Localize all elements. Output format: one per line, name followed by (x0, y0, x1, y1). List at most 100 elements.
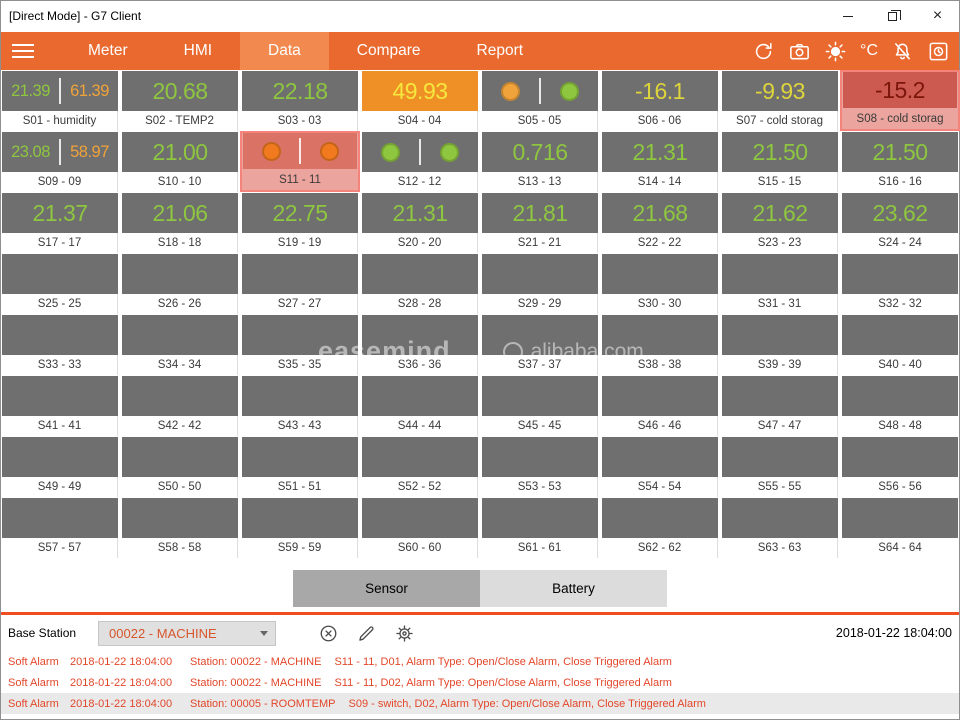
alarm-mute-icon[interactable] (891, 40, 914, 63)
sensor-tile-s06[interactable]: -16.1 S06 - 06 (600, 70, 720, 131)
sensor-tile-s41[interactable]: S41 - 41 (0, 375, 120, 436)
sensor-tile-s04[interactable]: 49.93 S04 - 04 (360, 70, 480, 131)
x-circle-icon[interactable] (318, 623, 339, 644)
sensor-tile-s26[interactable]: S26 - 26 (120, 253, 240, 314)
sensor-tile-s05[interactable]: S05 - 05 (480, 70, 600, 131)
alarm-row[interactable]: Soft Alarm 2018-01-22 18:04:00 Station: 00… (0, 693, 960, 714)
sensor-tile-label: S23 - 23 (722, 233, 838, 253)
sensor-tile-s11[interactable]: S11 - 11 (240, 131, 360, 192)
sensor-tile-s02[interactable]: 20.68 S02 - TEMP2 (120, 70, 240, 131)
sensor-tile-s18[interactable]: 21.06 S18 - 18 (120, 192, 240, 253)
sensor-tile-s58[interactable]: S58 - 58 (120, 497, 240, 558)
sensor-tile-s14[interactable]: 21.31 S14 - 14 (600, 131, 720, 192)
alarm-record-icon[interactable] (927, 40, 950, 63)
sensor-tile-s60[interactable]: S60 - 60 (360, 497, 480, 558)
pencil-icon[interactable] (356, 623, 377, 644)
sensor-tile-s35[interactable]: S35 - 35 (240, 314, 360, 375)
sensor-tile-s48[interactable]: S48 - 48 (840, 375, 960, 436)
sensor-tile-s38[interactable]: S38 - 38 (600, 314, 720, 375)
sensor-tile-s42[interactable]: S42 - 42 (120, 375, 240, 436)
sensor-tile-s52[interactable]: S52 - 52 (360, 436, 480, 497)
sensor-tile-s16[interactable]: 21.50 S16 - 16 (840, 131, 960, 192)
sensor-tile-s57[interactable]: S57 - 57 (0, 497, 120, 558)
sensor-tile-s28[interactable]: S28 - 28 (360, 253, 480, 314)
sensor-tile-s34[interactable]: S34 - 34 (120, 314, 240, 375)
sensor-tile-s13[interactable]: 0.716 S13 - 13 (480, 131, 600, 192)
sensor-tile-s17[interactable]: 21.37 S17 - 17 (0, 192, 120, 253)
sensor-tile-s53[interactable]: S53 - 53 (480, 436, 600, 497)
sensor-tile-s10[interactable]: 21.00 S10 - 10 (120, 131, 240, 192)
sensor-tile-s61[interactable]: S61 - 61 (480, 497, 600, 558)
brightness-icon[interactable] (824, 40, 847, 63)
menu-icon[interactable] (12, 32, 42, 70)
minimize-button[interactable] (825, 0, 870, 32)
sensor-tile-s47[interactable]: S47 - 47 (720, 375, 840, 436)
alarm-row[interactable]: Soft Alarm 2018-01-22 18:04:00 Station: 00… (0, 651, 960, 672)
alarm-detail: S11 - 11, D01, Alarm Type: Open/Close Al… (334, 655, 672, 668)
sensor-tile-s45[interactable]: S45 - 45 (480, 375, 600, 436)
sensor-tile-s27[interactable]: S27 - 27 (240, 253, 360, 314)
tab-data[interactable]: Data (240, 32, 329, 70)
sensor-tile-s43[interactable]: S43 - 43 (240, 375, 360, 436)
sensor-tile-s08[interactable]: -15.2 S08 - cold storag (840, 70, 960, 131)
sensor-tile-s36[interactable]: S36 - 36 (360, 314, 480, 375)
sensor-tile-label: S09 - 09 (2, 172, 118, 192)
sensor-value-box (122, 315, 238, 355)
tab-meter[interactable]: Meter (88, 42, 128, 59)
maximize-button[interactable] (870, 0, 915, 32)
temp-unit-toggle[interactable]: °C (860, 42, 878, 59)
sensor-tile-s15[interactable]: 21.50 S15 - 15 (720, 131, 840, 192)
battery-view-button[interactable]: Battery (480, 570, 667, 607)
sensor-value-box: 49.93 (362, 71, 478, 111)
sensor-tile-s39[interactable]: S39 - 39 (720, 314, 840, 375)
sensor-tile-s49[interactable]: S49 - 49 (0, 436, 120, 497)
sensor-tile-s51[interactable]: S51 - 51 (240, 436, 360, 497)
sensor-tile-s22[interactable]: 21.68 S22 - 22 (600, 192, 720, 253)
sensor-tile-s59[interactable]: S59 - 59 (240, 497, 360, 558)
tab-compare[interactable]: Compare (356, 42, 421, 59)
sensor-value-box (722, 437, 838, 477)
sensor-tile-label: S45 - 45 (482, 416, 598, 436)
sensor-tile-s01[interactable]: 21.39 61.39 S01 - humidity (0, 70, 120, 131)
alarm-row[interactable]: Soft Alarm 2018-01-22 18:04:00 Station: 00… (0, 672, 960, 693)
sensor-tile-s33[interactable]: S33 - 33 (0, 314, 120, 375)
sensor-view-button[interactable]: Sensor (293, 570, 480, 607)
camera-icon[interactable] (788, 40, 811, 63)
sensor-tile-s62[interactable]: S62 - 62 (600, 497, 720, 558)
sensor-tile-s63[interactable]: S63 - 63 (720, 497, 840, 558)
sensor-tile-s32[interactable]: S32 - 32 (840, 253, 960, 314)
sensor-tile-s21[interactable]: 21.81 S21 - 21 (480, 192, 600, 253)
sensor-tile-s37[interactable]: S37 - 37 (480, 314, 600, 375)
gear-icon[interactable] (394, 623, 415, 644)
sensor-tile-s64[interactable]: S64 - 64 (840, 497, 960, 558)
sensor-tile-s30[interactable]: S30 - 30 (600, 253, 720, 314)
sensor-tile-s29[interactable]: S29 - 29 (480, 253, 600, 314)
sensor-tile-s07[interactable]: -9.93 S07 - cold storag (720, 70, 840, 131)
tab-report[interactable]: Report (476, 42, 524, 59)
sensor-tile-s23[interactable]: 21.62 S23 - 23 (720, 192, 840, 253)
sensor-value-box: 21.06 (122, 193, 238, 233)
sensor-value: -16.1 (635, 77, 685, 104)
sensor-tile-s20[interactable]: 21.31 S20 - 20 (360, 192, 480, 253)
sensor-tile-s31[interactable]: S31 - 31 (720, 253, 840, 314)
sensor-tile-s40[interactable]: S40 - 40 (840, 314, 960, 375)
sensor-tile-s25[interactable]: S25 - 25 (0, 253, 120, 314)
window-title: [Direct Mode] - G7 Client (9, 9, 142, 23)
sensor-value-box (122, 376, 238, 416)
sensor-tile-s55[interactable]: S55 - 55 (720, 436, 840, 497)
sensor-tile-s24[interactable]: 23.62 S24 - 24 (840, 192, 960, 253)
tab-hmi[interactable]: HMI (183, 42, 213, 59)
sensor-tile-s19[interactable]: 22.75 S19 - 19 (240, 192, 360, 253)
sensor-tile-s50[interactable]: S50 - 50 (120, 436, 240, 497)
sensor-value-box (362, 132, 478, 172)
sensor-tile-s44[interactable]: S44 - 44 (360, 375, 480, 436)
sensor-tile-s09[interactable]: 23.08 58.97 S09 - 09 (0, 131, 120, 192)
sync-icon[interactable] (752, 40, 775, 63)
sensor-tile-s03[interactable]: 22.18 S03 - 03 (240, 70, 360, 131)
sensor-tile-s46[interactable]: S46 - 46 (600, 375, 720, 436)
sensor-tile-s12[interactable]: S12 - 12 (360, 131, 480, 192)
sensor-tile-s56[interactable]: S56 - 56 (840, 436, 960, 497)
close-button[interactable]: × (915, 0, 960, 32)
station-select[interactable]: 00022 - MACHINE (98, 620, 277, 646)
sensor-tile-s54[interactable]: S54 - 54 (600, 436, 720, 497)
